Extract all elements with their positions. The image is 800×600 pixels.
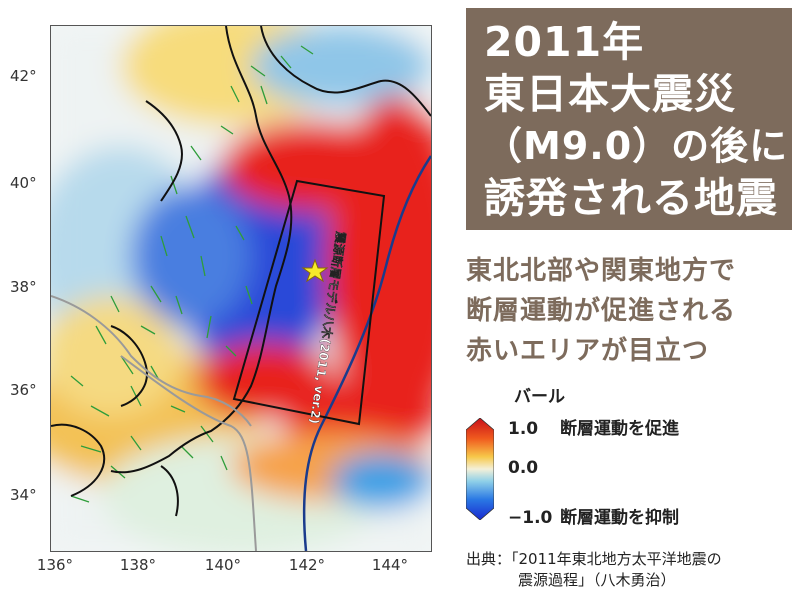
- source-line-1: 出典：「2011年東北地方太平洋地震の: [466, 550, 722, 568]
- legend-max-value: 1.0: [508, 419, 539, 439]
- legend-unit: バール: [514, 387, 565, 407]
- stress-field: [51, 26, 431, 551]
- legend-min-row: −1.0 断層運動を抑制: [508, 503, 679, 528]
- plate-boundary: [51, 155, 431, 551]
- title-box: 2011年 東日本大震災 （M9.0）の後に 誘発される地震: [466, 8, 792, 230]
- stress-change-map: 震源断層モデル八木(2011, ver.2): [50, 25, 432, 552]
- legend-max-row: 1.0 断層運動を促進: [508, 414, 679, 439]
- lat-tick-40: 40°: [10, 174, 37, 192]
- lat-tick-42: 42°: [10, 67, 37, 85]
- lat-tick-34: 34°: [10, 486, 37, 504]
- subtitle-line-3: 赤いエリアが目立つ: [466, 336, 710, 366]
- lon-tick-144: 144°: [371, 556, 409, 574]
- title-line-2: 東日本大震災: [484, 70, 736, 118]
- legend-min-label: 断層運動を抑制: [560, 508, 679, 528]
- legend-min-value: −1.0: [508, 508, 553, 528]
- title-line-1: 2011年: [484, 18, 645, 66]
- subtitle-line-2: 断層運動が促進される: [466, 296, 737, 326]
- lon-tick-136: 136°: [36, 556, 74, 574]
- lat-tick-38: 38°: [10, 278, 37, 296]
- legend-colorbar: [466, 418, 494, 520]
- source-line-2: 震源過程」（八木勇治）: [518, 571, 676, 589]
- coastline: [51, 26, 431, 517]
- legend-max-label: 断層運動を促進: [560, 419, 679, 439]
- lon-tick-140: 140°: [204, 556, 242, 574]
- legend-mid-row: 0.0: [508, 458, 560, 478]
- title-line-3: （M9.0）の後に: [484, 124, 789, 168]
- title-line-4: 誘発される地震: [484, 174, 778, 222]
- map-canvas: 震源断層モデル八木(2011, ver.2): [51, 26, 431, 551]
- epicenter-star-icon: [301, 258, 329, 283]
- lon-tick-142: 142°: [288, 556, 326, 574]
- lon-tick-138: 138°: [119, 556, 157, 574]
- subtitle-line-1: 東北北部や関東地方で: [466, 256, 737, 286]
- legend-mid-value: 0.0: [508, 458, 539, 478]
- lat-tick-36: 36°: [10, 381, 37, 399]
